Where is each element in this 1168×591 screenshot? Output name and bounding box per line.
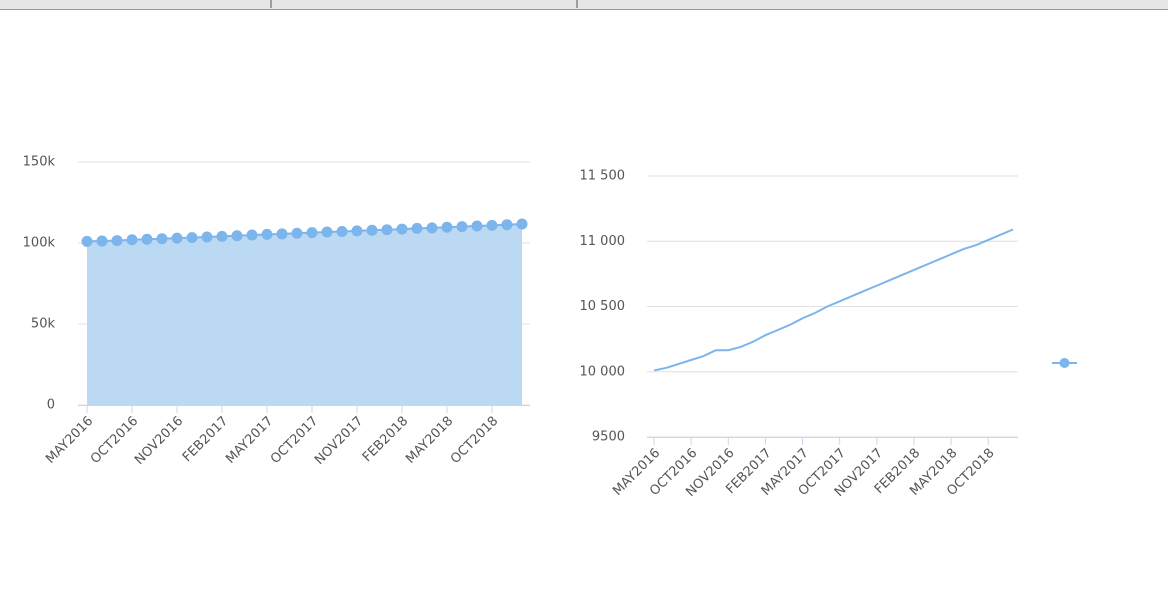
marker — [396, 223, 408, 235]
marker — [381, 224, 393, 236]
marker — [231, 230, 243, 242]
marker — [141, 233, 153, 245]
y-tick-label: 11 000 — [580, 234, 626, 249]
marker — [186, 232, 198, 244]
toolbar — [0, 0, 1168, 9]
marker — [111, 235, 123, 247]
marker — [486, 219, 498, 231]
marker — [276, 228, 288, 240]
marker — [171, 232, 183, 244]
y-tick-label: 50k — [31, 317, 56, 332]
marker — [201, 231, 213, 243]
y-tick-label: 9500 — [592, 430, 625, 445]
marker — [336, 225, 348, 237]
y-tick-label: 0 — [47, 398, 55, 413]
marker — [261, 228, 273, 240]
marker — [456, 221, 468, 233]
y-tick-label: 10 000 — [580, 364, 626, 379]
y-tick-label: 11 500 — [580, 169, 626, 184]
marker — [411, 222, 423, 234]
y-tick-label: 10 500 — [580, 299, 626, 314]
marker — [366, 224, 378, 236]
x-tick-label: MAY2018 — [403, 414, 456, 467]
y-tick-label: 150k — [23, 155, 56, 170]
marker — [81, 235, 93, 247]
marker — [156, 233, 168, 245]
x-tick-label: MAY2016 — [43, 414, 96, 467]
y-tick-label: 100k — [23, 236, 56, 251]
marker — [441, 221, 453, 233]
marker — [96, 235, 108, 247]
marker — [126, 234, 138, 246]
x-tick-label: NOV2016 — [132, 414, 186, 468]
marker — [321, 226, 333, 238]
x-tick-label: MAY2017 — [223, 414, 276, 467]
legend-marker — [1059, 358, 1070, 368]
marker — [351, 225, 363, 237]
marker — [516, 218, 528, 230]
marker — [471, 220, 483, 232]
marker — [306, 227, 318, 239]
line — [653, 228, 1014, 372]
x-tick-label: NOV2017 — [312, 414, 366, 468]
area — [87, 224, 522, 405]
x-tick-label: OCT2018 — [448, 414, 501, 467]
marker — [426, 222, 438, 234]
marker — [291, 227, 303, 239]
marker — [216, 230, 228, 242]
marker — [246, 229, 258, 241]
marker — [501, 219, 513, 231]
